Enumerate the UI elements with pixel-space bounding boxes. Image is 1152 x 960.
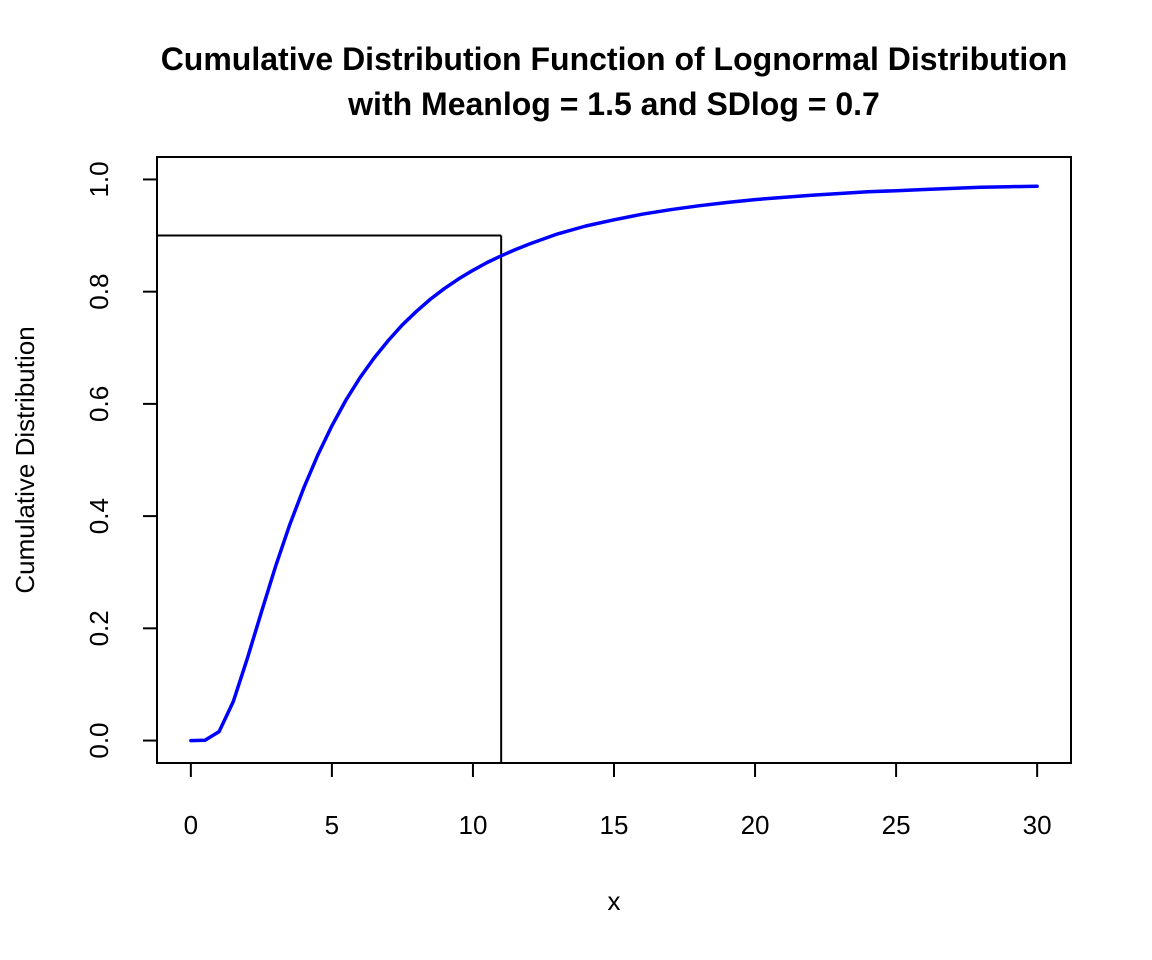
- chart-title: Cumulative Distribution Function of Logn…: [161, 41, 1068, 77]
- x-tick-label: 10: [458, 810, 487, 840]
- x-tick-label: 15: [600, 810, 629, 840]
- y-tick-label: 0.2: [84, 610, 114, 646]
- x-tick-label: 0: [184, 810, 198, 840]
- y-axis-label: Cumulative Distribution: [10, 326, 40, 593]
- y-tick-label: 0.4: [84, 498, 114, 534]
- x-tick-label: 5: [325, 810, 339, 840]
- y-tick-label: 0.0: [84, 722, 114, 758]
- y-tick-label: 0.8: [84, 274, 114, 310]
- x-axis: 0 5 10 15 20 25 30: [184, 762, 1052, 840]
- plot-frame: [156, 156, 1072, 764]
- y-axis: 0.0 0.2 0.4 0.6 0.8 1.0: [84, 161, 158, 759]
- y-tick-label: 0.6: [84, 386, 114, 422]
- reference-lines: [157, 234, 503, 763]
- x-tick-label: 30: [1023, 810, 1052, 840]
- x-axis-label: x: [608, 886, 621, 916]
- chart-subtitle: with Meanlog = 1.5 and SDlog = 0.7: [347, 86, 880, 122]
- x-tick-label: 20: [741, 810, 770, 840]
- x-tick-label: 25: [882, 810, 911, 840]
- y-tick-label: 1.0: [84, 161, 114, 197]
- cdf-series-line: [189, 184, 1039, 743]
- series-layer: [189, 184, 1039, 743]
